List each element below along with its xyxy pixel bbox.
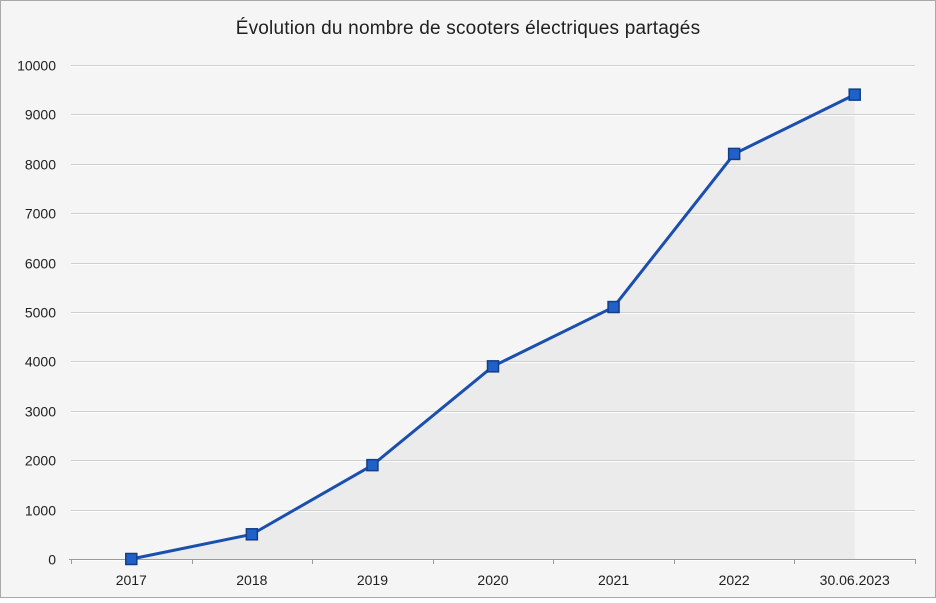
y-tick-label: 3000 (25, 404, 56, 420)
area-fill (131, 94, 855, 559)
y-tick-label: 9000 (25, 107, 56, 123)
data-point-marker[interactable] (607, 300, 620, 314)
x-tick-label: 2017 (116, 572, 147, 588)
y-tick-label: 0 (48, 552, 56, 568)
x-tick-label: 2018 (236, 572, 267, 588)
y-tick-label: 7000 (25, 206, 56, 222)
data-point-marker[interactable] (848, 88, 861, 101)
y-tick-label: 10000 (17, 58, 56, 74)
x-tick-label: 30.06.2023 (820, 572, 890, 588)
chart-title: Évolution du nombre de scooters électriq… (235, 18, 701, 39)
x-tick-label: 2020 (477, 572, 508, 588)
x-tick-label: 2019 (357, 572, 388, 588)
x-tick-label: 2021 (598, 572, 629, 588)
data-point-marker[interactable] (486, 360, 500, 373)
data-point-marker[interactable] (125, 552, 138, 566)
y-tick-label: 5000 (25, 305, 56, 321)
data-point-marker[interactable] (727, 147, 741, 161)
y-tick-label: 2000 (25, 453, 56, 469)
x-tick-label: 2022 (719, 572, 750, 588)
y-tick-label: 8000 (25, 157, 56, 173)
y-tick-label: 6000 (25, 256, 56, 272)
y-tick-label: 1000 (25, 503, 56, 519)
y-tick-label: 4000 (25, 354, 56, 370)
data-point-marker[interactable] (366, 458, 379, 472)
data-point-marker[interactable] (245, 528, 259, 541)
